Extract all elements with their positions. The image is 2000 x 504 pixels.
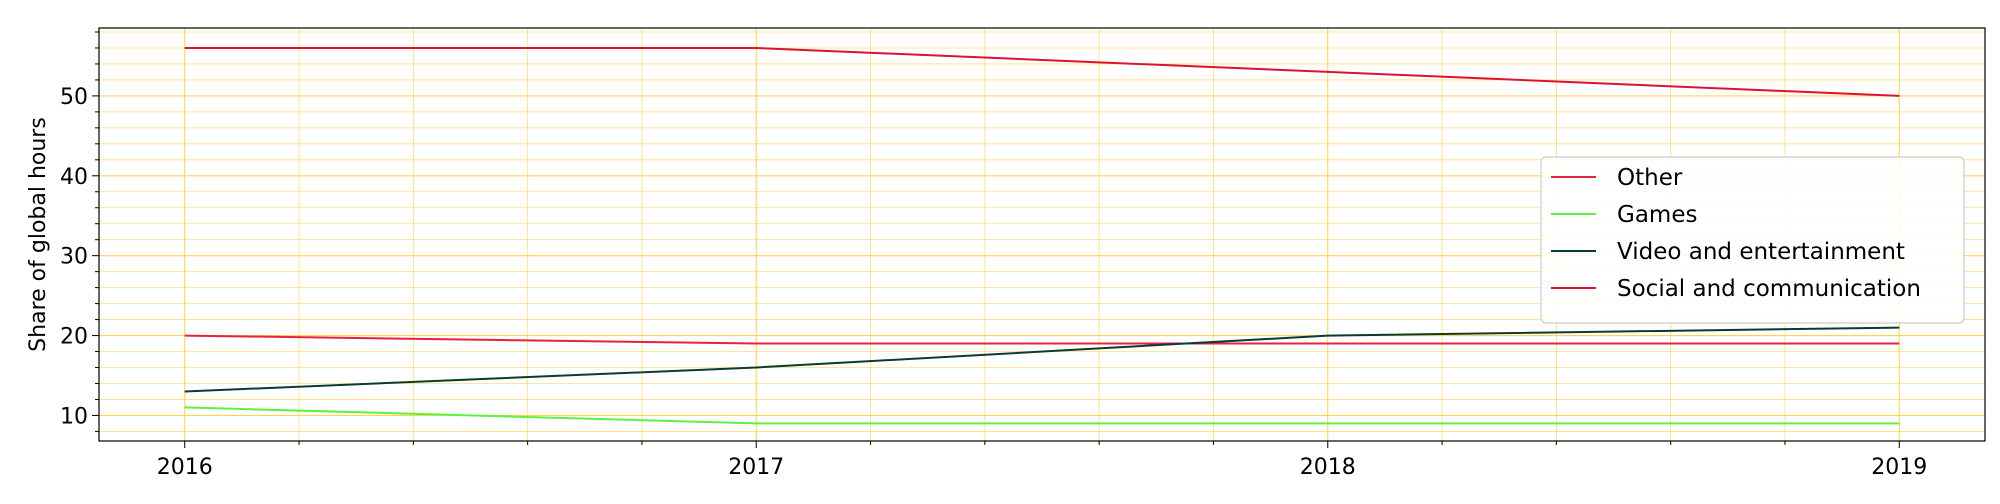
axis-ticks: 10 20 30 40 50 2016 2017 2018 2019: [60, 31, 1927, 480]
y-tick-label: 40: [60, 165, 88, 190]
series-line-2: [184, 406, 1900, 425]
plot-frame: [98, 27, 1986, 442]
x-tick-label: 2017: [728, 455, 784, 480]
x-tick-label: 2018: [1300, 455, 1356, 480]
legend-entry-label: Social and communication: [1617, 276, 1921, 302]
y-axis-label: Share of global hours: [26, 117, 51, 352]
legend-box: [1540, 156, 1965, 324]
series-line-4: [184, 47, 1900, 97]
legend: Other Games Video and entertainment Social …: [1540, 156, 1965, 324]
legend-entry-label: Video and entertainment: [1617, 239, 1905, 265]
y-tick-label: 30: [60, 245, 88, 270]
series-line-3: [184, 326, 1900, 393]
legend-entry-label: Games: [1617, 202, 1697, 228]
legend-entry-label: Other: [1617, 165, 1683, 191]
series-line-1: [184, 334, 1900, 345]
y-tick-label: 10: [60, 404, 88, 429]
x-tick-label: 2016: [157, 455, 213, 480]
series-lines: [184, 47, 1900, 425]
y-tick-label: 20: [60, 325, 88, 350]
x-tick-label: 2019: [1871, 455, 1927, 480]
y-tick-label: 50: [60, 85, 88, 110]
